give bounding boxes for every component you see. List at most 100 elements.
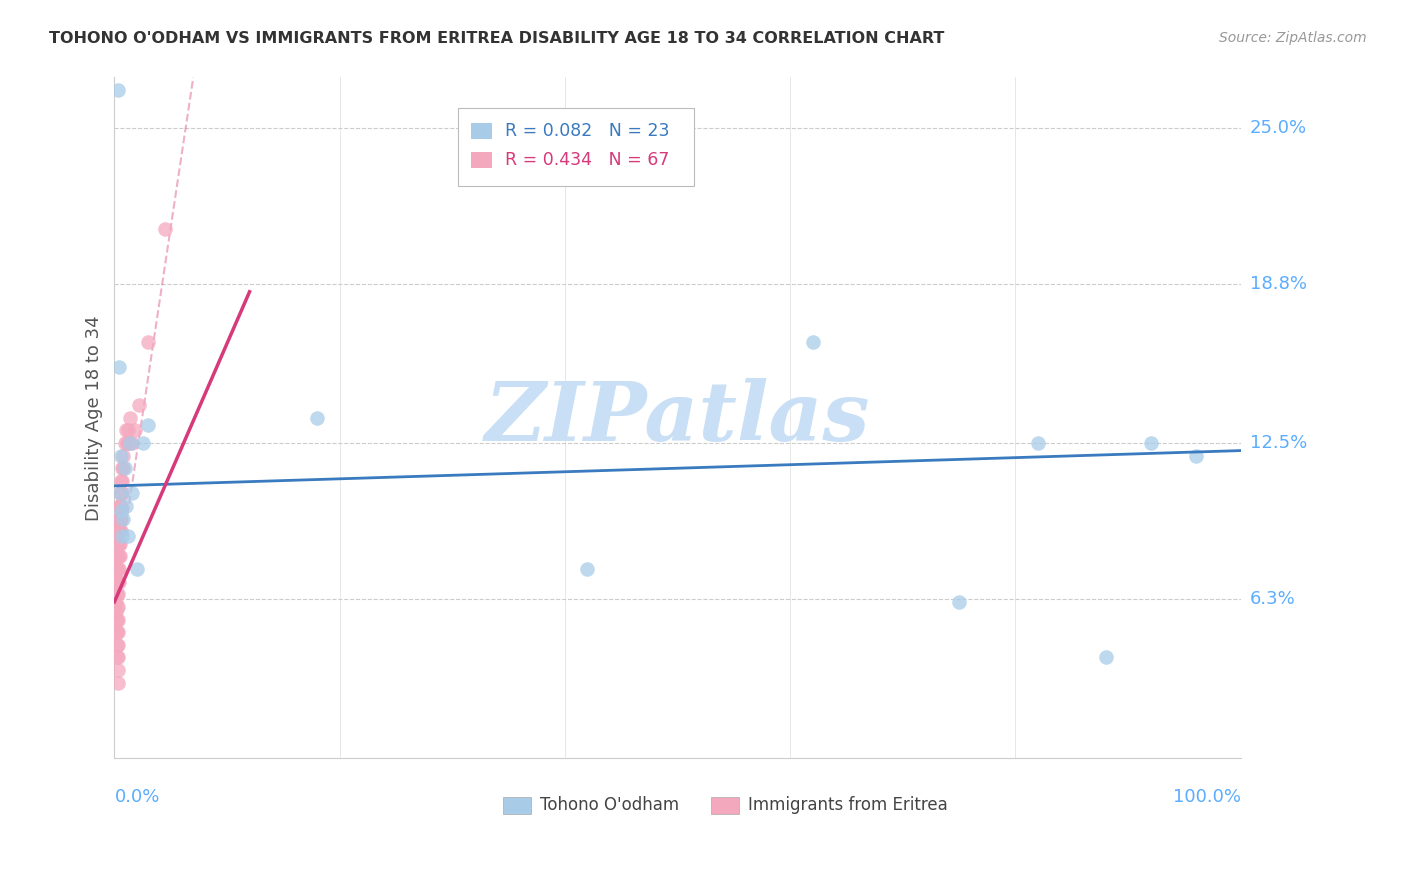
Point bbox=[110, 524, 132, 539]
Point bbox=[1026, 436, 1049, 450]
Point bbox=[108, 511, 131, 525]
Point bbox=[108, 549, 131, 564]
Text: R = 0.082   N = 23: R = 0.082 N = 23 bbox=[505, 121, 669, 139]
Point bbox=[108, 499, 131, 513]
Point bbox=[107, 574, 129, 589]
Point bbox=[105, 549, 128, 564]
Point bbox=[576, 562, 599, 576]
Point bbox=[110, 486, 132, 500]
Point bbox=[107, 638, 129, 652]
Point bbox=[114, 436, 136, 450]
Point bbox=[105, 587, 128, 601]
Point bbox=[105, 574, 128, 589]
Point bbox=[125, 562, 148, 576]
Point bbox=[111, 529, 134, 543]
Point bbox=[107, 511, 129, 525]
Point bbox=[112, 449, 135, 463]
Point bbox=[114, 499, 136, 513]
Point bbox=[107, 599, 129, 614]
Point bbox=[111, 486, 134, 500]
Point bbox=[105, 537, 128, 551]
Point bbox=[108, 574, 131, 589]
Point bbox=[136, 418, 159, 433]
Point bbox=[105, 650, 128, 665]
Point bbox=[107, 587, 129, 601]
Point bbox=[104, 562, 127, 576]
Text: 6.3%: 6.3% bbox=[1250, 591, 1295, 608]
Point bbox=[108, 360, 131, 375]
Point bbox=[104, 574, 127, 589]
Point bbox=[107, 562, 129, 576]
Point bbox=[108, 486, 131, 500]
Point bbox=[107, 549, 129, 564]
Point bbox=[120, 410, 142, 425]
Point bbox=[104, 549, 127, 564]
Point bbox=[107, 83, 129, 97]
Y-axis label: Disability Age 18 to 34: Disability Age 18 to 34 bbox=[86, 315, 103, 521]
Point bbox=[110, 499, 132, 513]
Point bbox=[131, 436, 153, 450]
Point bbox=[108, 537, 131, 551]
Text: Tohono O'odham: Tohono O'odham bbox=[540, 797, 679, 814]
FancyBboxPatch shape bbox=[458, 108, 695, 186]
Point bbox=[115, 436, 138, 450]
Text: ZIPatlas: ZIPatlas bbox=[485, 378, 870, 458]
Point bbox=[108, 486, 131, 500]
Point bbox=[108, 499, 131, 513]
Point bbox=[105, 625, 128, 640]
Point bbox=[108, 511, 131, 525]
Point bbox=[1139, 436, 1161, 450]
Point bbox=[120, 436, 142, 450]
Point bbox=[108, 524, 131, 539]
Point bbox=[108, 549, 131, 564]
Point bbox=[1094, 650, 1116, 665]
Text: Immigrants from Eritrea: Immigrants from Eritrea bbox=[748, 797, 948, 814]
Point bbox=[118, 436, 141, 450]
Point bbox=[104, 613, 127, 627]
Point bbox=[104, 605, 127, 619]
Point bbox=[112, 461, 135, 475]
Point bbox=[104, 595, 127, 609]
Point bbox=[107, 613, 129, 627]
FancyBboxPatch shape bbox=[471, 123, 492, 138]
Text: 12.5%: 12.5% bbox=[1250, 434, 1308, 452]
Point bbox=[112, 511, 135, 525]
Point bbox=[111, 474, 134, 488]
Point bbox=[124, 424, 146, 438]
Point bbox=[110, 511, 132, 525]
Point bbox=[105, 562, 128, 576]
Point bbox=[1184, 449, 1206, 463]
Text: TOHONO O'ODHAM VS IMMIGRANTS FROM ERITREA DISABILITY AGE 18 TO 34 CORRELATION CH: TOHONO O'ODHAM VS IMMIGRANTS FROM ERITRE… bbox=[49, 31, 945, 46]
Point bbox=[121, 486, 143, 500]
FancyBboxPatch shape bbox=[503, 797, 531, 814]
Point bbox=[105, 524, 128, 539]
Text: 25.0%: 25.0% bbox=[1250, 119, 1306, 136]
Text: 0.0%: 0.0% bbox=[114, 789, 160, 806]
FancyBboxPatch shape bbox=[711, 797, 740, 814]
Point bbox=[136, 335, 159, 350]
Point bbox=[948, 595, 970, 609]
Point bbox=[117, 424, 139, 438]
Point bbox=[104, 625, 127, 640]
Point bbox=[110, 504, 132, 518]
Point bbox=[110, 474, 132, 488]
Text: Source: ZipAtlas.com: Source: ZipAtlas.com bbox=[1219, 31, 1367, 45]
Point bbox=[104, 587, 127, 601]
Point bbox=[107, 663, 129, 677]
Point bbox=[153, 221, 176, 235]
Point bbox=[105, 613, 128, 627]
Point bbox=[121, 436, 143, 450]
Text: 100.0%: 100.0% bbox=[1173, 789, 1240, 806]
Point bbox=[801, 335, 824, 350]
Point bbox=[128, 398, 150, 412]
Point bbox=[107, 537, 129, 551]
Point bbox=[105, 599, 128, 614]
Point bbox=[108, 524, 131, 539]
Point bbox=[108, 537, 131, 551]
Point bbox=[107, 675, 129, 690]
Point bbox=[108, 562, 131, 576]
FancyBboxPatch shape bbox=[471, 152, 492, 168]
Point bbox=[114, 424, 136, 438]
Point bbox=[307, 410, 329, 425]
Point bbox=[110, 449, 132, 463]
